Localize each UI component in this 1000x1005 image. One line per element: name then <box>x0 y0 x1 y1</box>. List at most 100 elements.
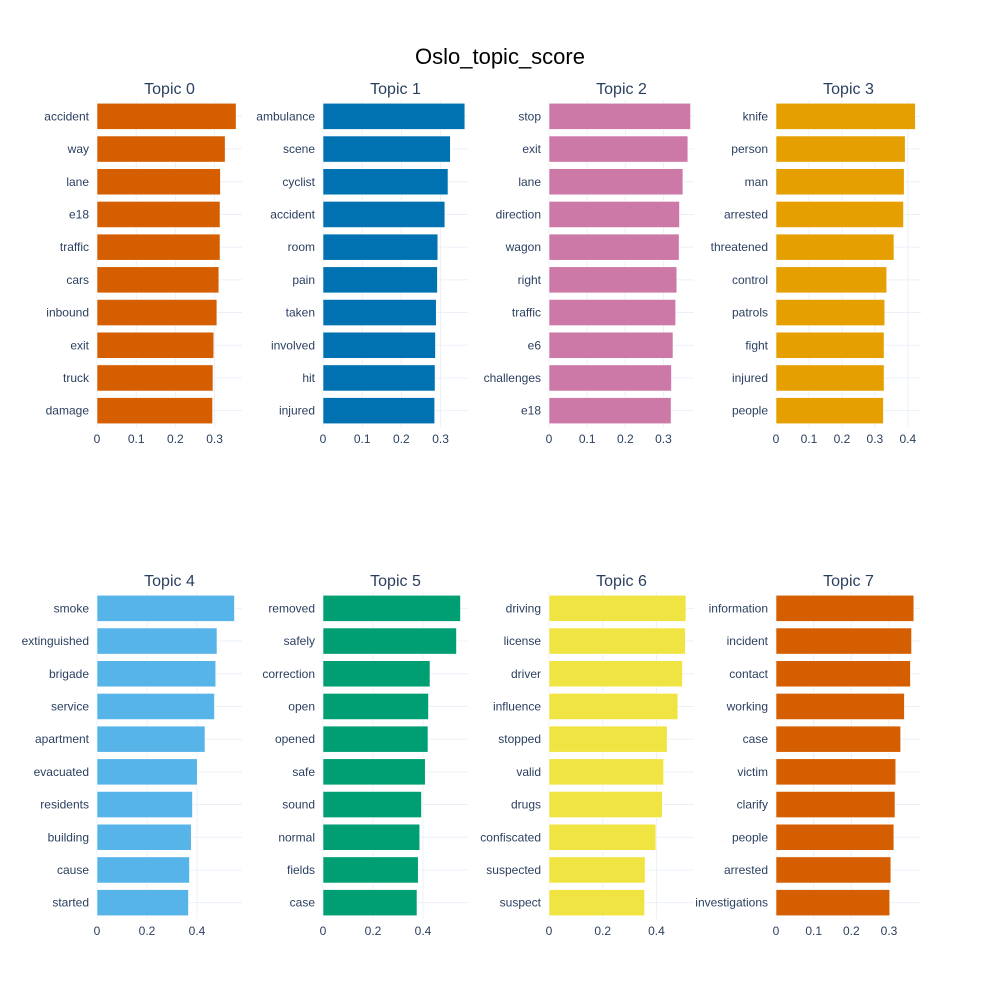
category-label: e6 <box>528 338 542 352</box>
bar <box>775 856 892 884</box>
bar <box>548 889 645 917</box>
category-label: control <box>732 273 768 287</box>
bar <box>548 823 657 851</box>
bar <box>548 627 686 655</box>
bar <box>322 266 438 294</box>
subplot-title: Topic 4 <box>144 573 195 590</box>
bar <box>96 758 198 786</box>
bar <box>322 725 429 753</box>
bar <box>322 693 429 720</box>
x-tick-label: 0.2 <box>139 924 156 938</box>
bar <box>322 201 446 228</box>
x-tick-label: 0.3 <box>655 432 672 446</box>
category-label: involved <box>271 338 315 352</box>
bar <box>775 725 901 753</box>
category-label: cyclist <box>282 175 315 189</box>
bar <box>548 168 684 196</box>
bar <box>775 693 905 720</box>
x-tick-label: 0.3 <box>881 924 898 938</box>
bar <box>775 627 912 655</box>
category-label: opened <box>275 732 315 746</box>
category-label: smoke <box>54 601 90 615</box>
category-label: safely <box>284 634 315 648</box>
bar <box>96 102 237 130</box>
bar <box>548 135 689 163</box>
x-tick-label: 0 <box>94 432 101 446</box>
category-label: victim <box>737 765 768 779</box>
bar <box>322 102 466 130</box>
category-label: exit <box>70 338 89 352</box>
category-label: suspect <box>500 896 542 910</box>
subplot-title: Topic 2 <box>596 81 647 98</box>
bar <box>775 791 896 818</box>
bar <box>548 594 687 622</box>
bar <box>548 660 683 688</box>
x-tick-label: 0.2 <box>594 924 611 938</box>
bar <box>96 135 226 163</box>
category-label: cause <box>57 863 89 877</box>
bar <box>548 791 663 818</box>
category-label: room <box>288 240 315 254</box>
category-label: license <box>504 634 542 648</box>
category-label: person <box>731 142 768 156</box>
bar <box>322 364 436 392</box>
bar <box>322 168 449 196</box>
category-label: started <box>52 896 89 910</box>
subplot-topic-6: Topic 6 driving license driver influence stop… <box>480 573 694 938</box>
category-label: building <box>48 830 89 844</box>
bar <box>548 299 676 326</box>
category-label: information <box>709 601 768 615</box>
bar <box>96 693 215 720</box>
category-label: ambulance <box>256 109 315 123</box>
bar <box>548 758 664 786</box>
bar <box>775 364 885 392</box>
category-label: knife <box>743 109 769 123</box>
category-label: e18 <box>521 404 541 418</box>
category-label: normal <box>278 830 315 844</box>
x-tick-label: 0 <box>94 924 101 938</box>
bar <box>96 201 221 228</box>
category-label: confiscated <box>480 830 541 844</box>
subplot-topic-3: Topic 3 knife person man arrested threatened c… <box>711 81 921 446</box>
bar <box>548 693 679 720</box>
category-label: truck <box>63 371 90 385</box>
category-label: right <box>518 273 542 287</box>
category-label: suspected <box>486 863 541 877</box>
category-label: people <box>732 830 768 844</box>
subplot-title: Topic 1 <box>370 81 421 98</box>
category-label: investigations <box>695 896 768 910</box>
category-label: people <box>732 404 768 418</box>
category-label: scene <box>283 142 315 156</box>
bar <box>322 331 436 359</box>
category-label: stopped <box>498 732 541 746</box>
bar <box>775 889 891 917</box>
bar <box>775 135 906 163</box>
subplot-title: Topic 3 <box>823 81 874 98</box>
x-tick-label: 0.2 <box>365 924 382 938</box>
category-label: inbound <box>46 306 89 320</box>
bar <box>96 364 214 392</box>
bar <box>775 201 904 228</box>
category-label: hit <box>302 371 315 385</box>
bar <box>96 233 221 261</box>
category-label: case <box>290 896 316 910</box>
bar <box>96 660 217 688</box>
category-label: influence <box>493 699 541 713</box>
bar <box>322 627 457 655</box>
category-label: e18 <box>69 207 89 221</box>
bar <box>775 397 884 425</box>
x-tick-label: 0.2 <box>393 432 410 446</box>
category-label: clarify <box>737 798 768 812</box>
subplot-topic-5: Topic 5 removed safely correction open opened… <box>262 573 468 938</box>
bar <box>96 627 218 655</box>
chart-title: Oslo_topic_score <box>415 44 585 69</box>
category-label: incident <box>727 634 769 648</box>
category-label: lane <box>66 175 89 189</box>
x-tick-label: 0.3 <box>432 432 449 446</box>
category-label: drugs <box>511 798 541 812</box>
bar <box>322 889 418 917</box>
bar <box>775 299 886 326</box>
category-label: direction <box>496 207 541 221</box>
x-tick-label: 0.1 <box>801 432 818 446</box>
